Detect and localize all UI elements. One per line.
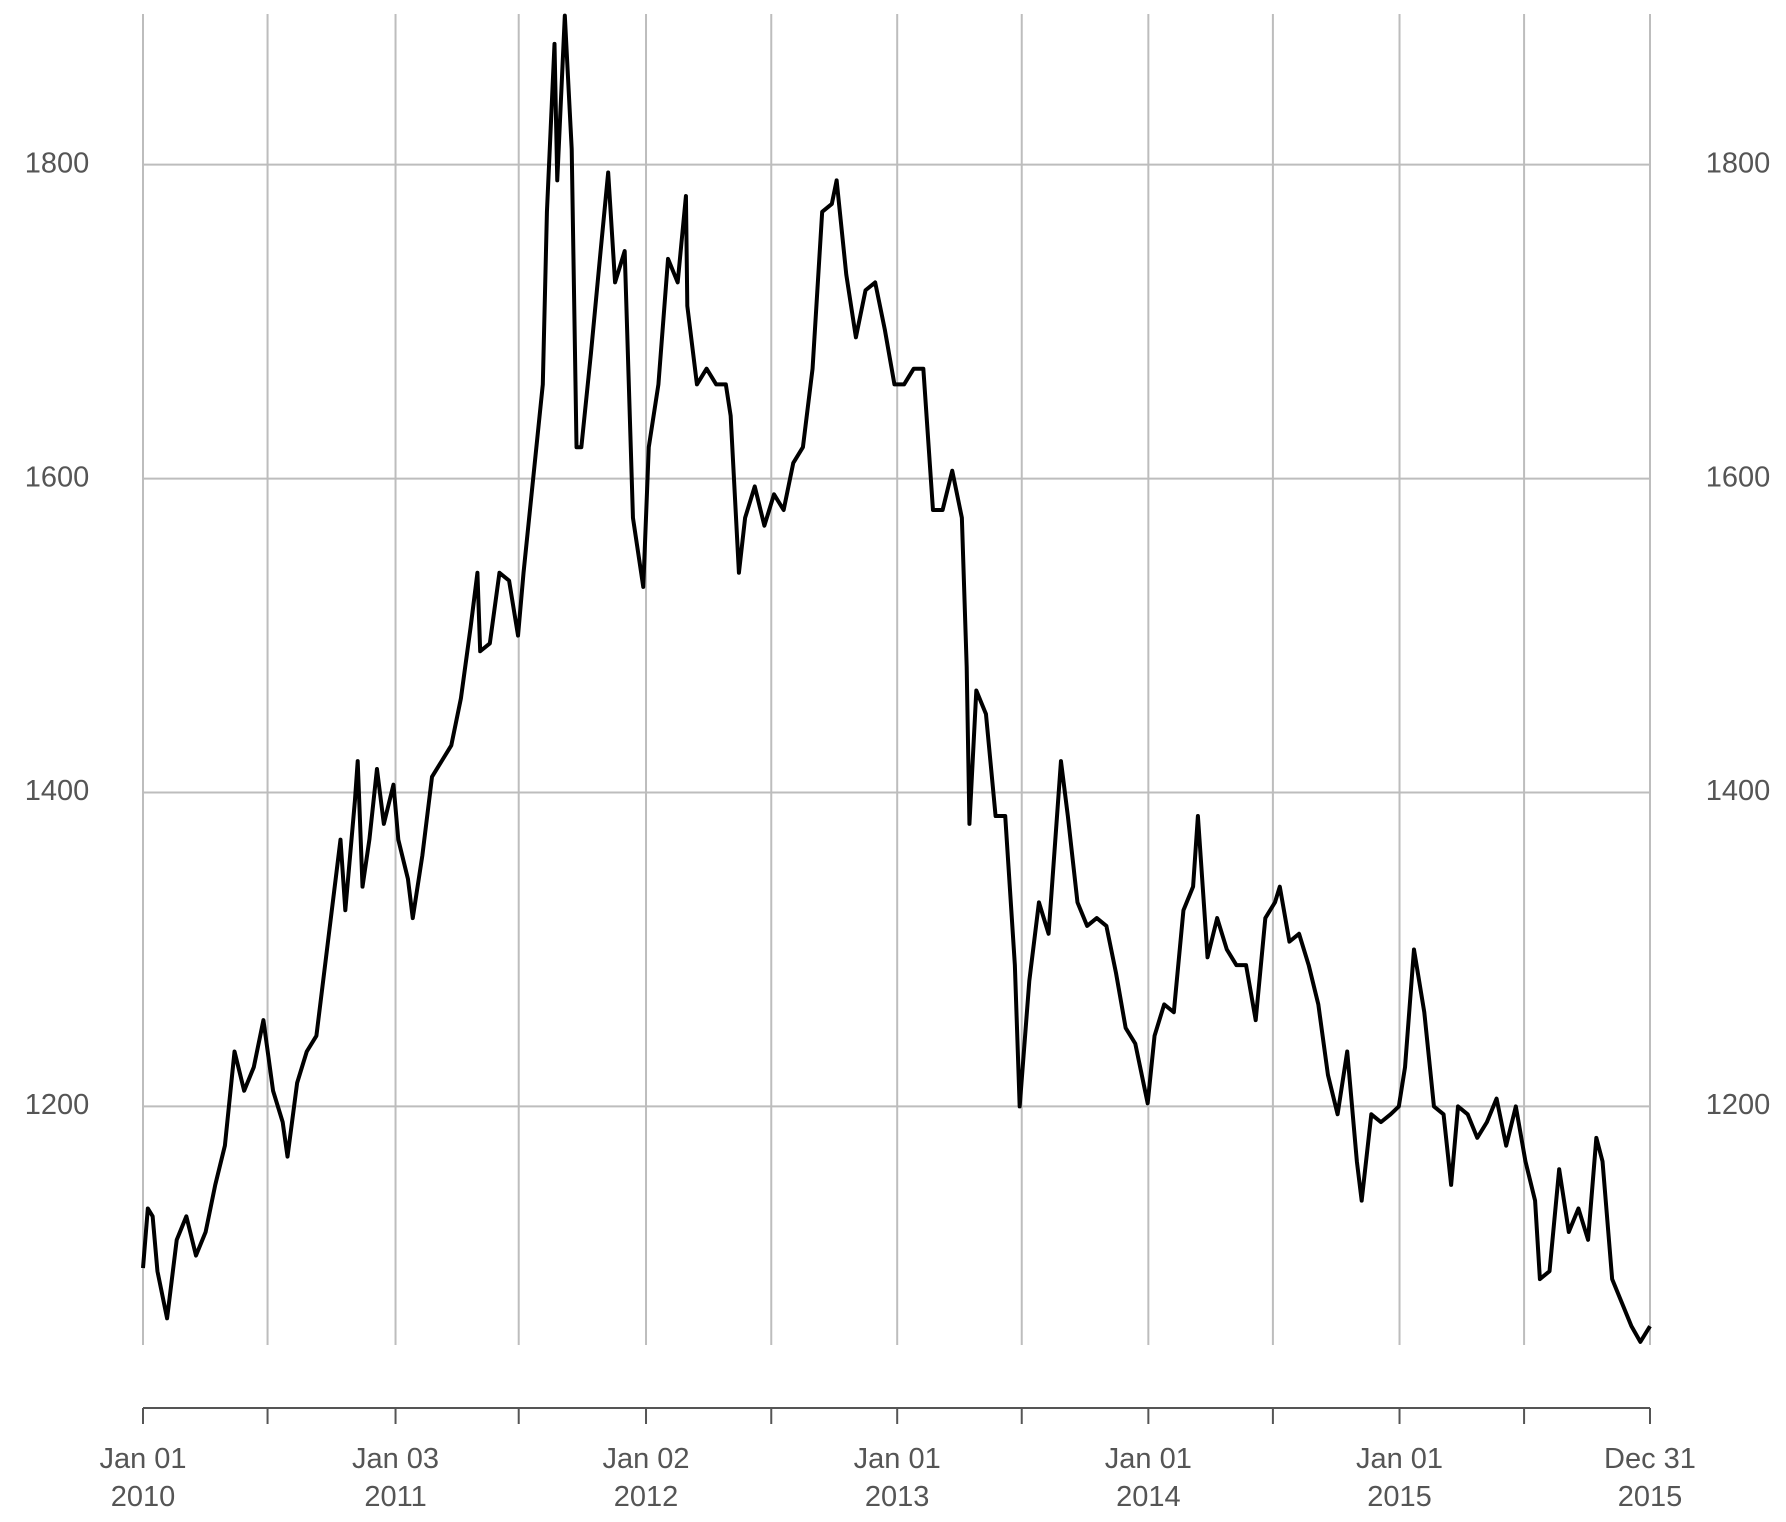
y-tick-label-right: 1800 — [1706, 147, 1771, 179]
x-tick-label: Jan 01 2013 — [853, 1443, 941, 1513]
y-tick-label-right: 1600 — [1706, 461, 1771, 493]
x-tick-label: Jan 01 2014 — [1104, 1443, 1192, 1513]
y-tick-label: 1200 — [25, 1089, 90, 1121]
x-tick-label: Dec 31 2015 — [1604, 1443, 1696, 1513]
x-tick-label: Jan 03 2011 — [351, 1443, 440, 1513]
y-tick-label-right: 1400 — [1706, 775, 1771, 807]
y-tick-label-right: 1200 — [1706, 1089, 1771, 1121]
y-tick-label: 1800 — [25, 147, 90, 179]
x-tick-label: Jan 02 2012 — [602, 1443, 690, 1513]
y-tick-label: 1600 — [25, 461, 90, 493]
x-tick-label: Jan 01 2010 — [99, 1443, 187, 1513]
x-tick-label: Jan 01 2015 — [1355, 1443, 1444, 1513]
price-line — [141, 13, 1652, 1344]
y-tick-label: 1400 — [25, 775, 90, 807]
